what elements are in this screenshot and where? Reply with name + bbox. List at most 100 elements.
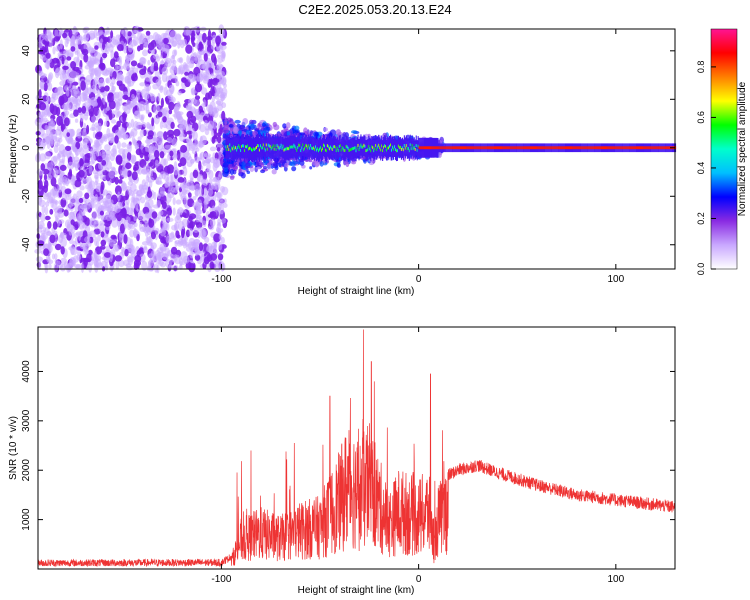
spectrogram-signal-core (282, 144, 284, 148)
spectrogram-noise-cell (40, 48, 46, 54)
spectrogram-noise-cell (111, 85, 116, 92)
spectrogram-signal-core (633, 146, 635, 150)
spectrogram-noise-cell (189, 221, 195, 229)
spectrogram-noise-cell (214, 92, 220, 97)
spectrogram-noise-cell (220, 71, 225, 78)
spectrogram-noise-cell (68, 29, 73, 39)
spectrogram-signal-core (645, 146, 647, 150)
spectrogram-noise-cell (152, 137, 159, 142)
spectrogram-noise-cell (202, 75, 209, 84)
spectrogram-noise-cell (170, 231, 175, 239)
spectrogram-noise-cell (131, 76, 135, 82)
spectrogram-noise-cell (57, 182, 63, 193)
spectrogram-signal-core (309, 146, 311, 150)
spectrogram-noise-cell (181, 228, 185, 239)
spectrogram-noise-cell (95, 138, 99, 147)
spectrogram-signal-core (551, 146, 553, 150)
spectrogram-noise-cell (203, 53, 208, 62)
spectrogram-signal-spread (256, 166, 261, 170)
spectrogram-noise-cell (67, 161, 75, 170)
spectrogram-noise-cell (135, 193, 142, 201)
spectrogram-signal-core (518, 146, 520, 150)
spectrogram-signal-core (368, 145, 370, 148)
spectrogram-signal-spread (255, 127, 260, 131)
spectrogram-signal-spread (257, 123, 261, 129)
spectrogram-noise-cell (186, 55, 190, 65)
spectrogram-noise-cell (169, 150, 174, 157)
spectrogram-noise-cell (82, 243, 88, 252)
spectrogram-signal-core (424, 146, 426, 150)
spectrogram-signal-core (516, 146, 518, 150)
spectrogram-signal-core (648, 146, 650, 150)
y-tick-label: -40 (21, 237, 32, 252)
spectrogram-noise-cell (160, 158, 167, 167)
spectrogram-noise-cell (104, 222, 111, 227)
spectrogram-signal-core (376, 147, 378, 151)
spectrogram-signal-core (639, 146, 641, 150)
spectrogram-noise-cell (59, 73, 67, 82)
spectrogram-noise-cell (133, 110, 141, 119)
spectrogram-noise-cell (194, 56, 198, 61)
spectrogram-noise-cell (194, 188, 199, 198)
spectrogram-signal-core (435, 146, 437, 150)
spectrogram-signal-spread (308, 159, 313, 163)
spectrogram-signal-core (392, 145, 394, 149)
spectrogram-signal-core (477, 146, 479, 150)
spectrogram-noise-cell (38, 179, 43, 190)
spectrogram-signal-core (630, 146, 632, 150)
spectrogram-noise-cell (164, 181, 169, 189)
spectrogram-signal-core (312, 147, 314, 151)
spectrogram-noise-cell (100, 184, 104, 195)
spectrogram-noise-cell (140, 114, 145, 120)
spectrogram-noise-cell (102, 94, 106, 105)
spectrogram-noise-cell (133, 259, 141, 267)
spectrogram-signal-core (515, 146, 517, 150)
spectrogram-noise-cell (188, 263, 196, 273)
spectrogram-noise-cell (141, 224, 147, 232)
spectrogram-noise-cell (154, 159, 159, 168)
spectrogram-signal-core (542, 146, 544, 150)
spectrogram-noise-cell (81, 105, 87, 114)
x-tick-label: 100 (607, 274, 624, 285)
spectrogram-noise-cell (132, 36, 139, 46)
spectrogram-noise-cell (205, 155, 211, 164)
spectrogram-noise-cell (60, 232, 64, 237)
spectrogram-noise-cell (97, 96, 102, 106)
spectrogram-noise-cell (54, 243, 62, 251)
spectrogram-noise-cell (208, 178, 213, 184)
spectrogram-signal-core (358, 148, 360, 152)
spectrogram-signal-core (378, 143, 380, 147)
spectrogram-noise-cell (109, 211, 115, 218)
x-tick-label: -100 (211, 274, 231, 285)
spectrogram-noise-cell (187, 73, 195, 83)
spectrogram-noise-cell (186, 138, 193, 144)
snr-x-label: Height of straight line (km) (298, 585, 415, 596)
spectrogram-signal-core (468, 146, 470, 150)
spectrogram-signal-core (607, 146, 609, 150)
spectrogram-noise-cell (123, 62, 130, 71)
spectrogram-noise-cell (77, 107, 83, 113)
spectrogram-noise-cell (90, 189, 95, 195)
spectrogram-noise-cell (214, 181, 221, 191)
spectrogram-signal-core (246, 145, 248, 149)
spectrogram-signal-core (350, 148, 352, 151)
spectrogram-signal-core (333, 145, 335, 148)
spectrogram-noise-cell (108, 100, 116, 110)
spectrogram-signal-core (351, 147, 353, 151)
spectrogram-signal-core (545, 146, 547, 150)
spectrogram-noise-cell (121, 180, 126, 191)
spectrogram-signal-core (326, 144, 328, 148)
spectrogram-noise-cell (72, 215, 77, 220)
spectrogram-signal-core (352, 147, 354, 151)
colorbar-tick-label: 0.6 (696, 111, 706, 124)
spectrogram-noise-cell (100, 102, 104, 111)
spectrogram-signal-core (432, 146, 434, 150)
spectrogram-noise-cell (217, 150, 222, 156)
spectrogram-noise-cell (47, 162, 54, 171)
spectrogram-signal-core (270, 147, 272, 151)
spectrogram-noise-cell (208, 90, 213, 100)
spectrogram-signal-core (338, 145, 340, 148)
spectrogram-signal-core (628, 146, 630, 150)
spectrogram-signal-core (249, 146, 251, 150)
spectrogram-signal-spread (256, 160, 260, 167)
